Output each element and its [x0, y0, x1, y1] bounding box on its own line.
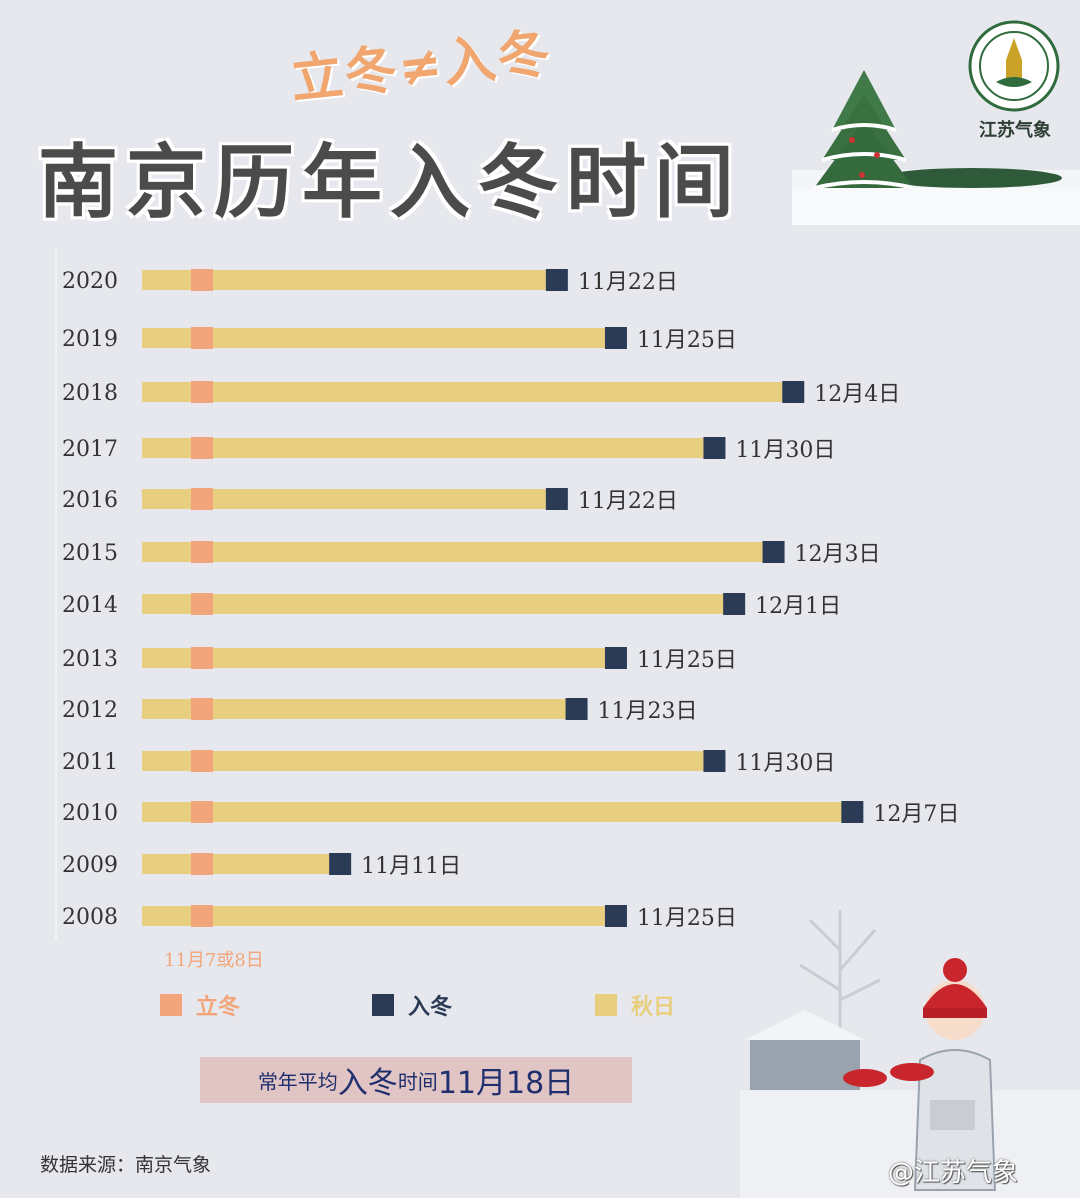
lidong-marker: [191, 905, 213, 927]
rudong-marker: [545, 269, 568, 291]
page-title: 南京历年入冬时间: [38, 136, 742, 229]
rudong-date-label: 12月1日: [755, 594, 841, 619]
rudong-date-label: 11月25日: [637, 648, 737, 673]
year-label: 2013: [62, 647, 118, 672]
year-label: 2019: [62, 327, 118, 352]
autumn-bar: [142, 906, 605, 926]
rudong-marker: [604, 647, 627, 669]
winter-start-chart: 2020 11月22日 2019 11月25日 2018 12月4日 2017 11月30日 2…: [55, 250, 959, 970]
data-source: 数据来源：南京气象: [40, 1154, 212, 1176]
rudong-marker: [565, 698, 588, 720]
lidong-marker: [191, 647, 213, 669]
rudong-date-label: 11月30日: [735, 438, 835, 463]
lidong-marker: [191, 381, 213, 403]
rudong-marker: [703, 437, 726, 459]
autumn-bar: [142, 328, 605, 348]
year-label: 2010: [62, 801, 118, 826]
year-label: 2012: [62, 698, 118, 723]
lidong-marker: [191, 801, 213, 823]
rudong-date-label: 12月3日: [795, 542, 881, 567]
year-label: 2014: [62, 593, 118, 618]
autumn-bar: [142, 699, 566, 719]
snow-scene-illustration: [740, 910, 1080, 1198]
rudong-marker: [841, 801, 864, 823]
lidong-marker: [191, 327, 213, 349]
lidong-marker: [191, 488, 213, 510]
rudong-marker: [723, 593, 746, 615]
legend-label-lidong: 立冬: [196, 994, 241, 1020]
legend-label-qiuri: 秋日: [631, 994, 676, 1020]
average-prefix: 常年平均: [257, 1069, 338, 1094]
year-label: 2018: [62, 381, 118, 406]
rudong-marker: [703, 750, 726, 772]
rudong-marker: [762, 541, 785, 563]
christmas-tree-decoration: [792, 70, 1080, 225]
rudong-date-label: 11月25日: [637, 328, 737, 353]
legend-item-rudong: 入冬: [372, 990, 452, 1020]
autumn-bar: [142, 489, 546, 509]
autumn-bar: [142, 438, 704, 458]
autumn-bar: [142, 270, 546, 290]
average-date: 11月18日: [437, 1066, 575, 1101]
lidong-marker: [191, 269, 213, 291]
average-emph: 入冬: [337, 1066, 398, 1101]
lidong-marker: [191, 437, 213, 459]
lidong-note: 11月7或8日: [164, 950, 264, 970]
rudong-marker: [604, 905, 627, 927]
subtitle: 立冬≠入冬: [287, 23, 555, 111]
rudong-date-label: 11月25日: [637, 906, 737, 931]
rudong-date-label: 11月11日: [361, 854, 461, 879]
average-mid: 时间: [397, 1069, 438, 1094]
weibo-watermark: @江苏气象: [888, 1158, 1019, 1188]
lidong-marker: [191, 853, 213, 875]
rudong-marker: [545, 488, 568, 510]
autumn-bar: [142, 751, 704, 771]
rudong-marker: [782, 381, 805, 403]
legend-swatch-rudong: [372, 994, 394, 1016]
rudong-date-label: 11月22日: [578, 489, 678, 514]
year-label: 2009: [62, 853, 118, 878]
rudong-marker: [329, 853, 352, 875]
axis-line: [55, 250, 57, 940]
autumn-bar: [142, 648, 605, 668]
autumn-bar: [142, 594, 724, 614]
legend-label-rudong: 入冬: [408, 994, 453, 1020]
jiangsu-meteorology-logo: [968, 20, 1060, 112]
legend-item-lidong: 立冬: [160, 990, 240, 1020]
rudong-date-label: 12月4日: [814, 382, 900, 407]
legend-item-qiuri: 秋日: [595, 990, 675, 1020]
lidong-marker: [191, 698, 213, 720]
rudong-date-label: 11月22日: [578, 270, 678, 295]
legend-swatch-lidong: [160, 994, 182, 1016]
average-date-banner: 常年平均 入冬 时间 11月18日: [200, 1057, 632, 1103]
logo-label: 江苏气象: [979, 120, 1051, 141]
lidong-marker: [191, 750, 213, 772]
year-label: 2020: [62, 269, 118, 294]
legend-swatch-qiuri: [595, 994, 617, 1016]
autumn-bar: [142, 382, 783, 402]
rudong-date-label: 12月7日: [873, 802, 959, 827]
lidong-marker: [191, 593, 213, 615]
lidong-marker: [191, 541, 213, 563]
year-label: 2008: [62, 905, 118, 930]
year-label: 2016: [62, 488, 118, 513]
rudong-date-label: 11月23日: [598, 699, 698, 724]
year-label: 2015: [62, 541, 118, 566]
autumn-bar: [142, 542, 763, 562]
rudong-marker: [604, 327, 627, 349]
year-label: 2011: [62, 750, 118, 775]
year-label: 2017: [62, 437, 118, 462]
autumn-bar: [142, 854, 330, 874]
autumn-bar: [142, 802, 842, 822]
rudong-date-label: 11月30日: [735, 751, 835, 776]
